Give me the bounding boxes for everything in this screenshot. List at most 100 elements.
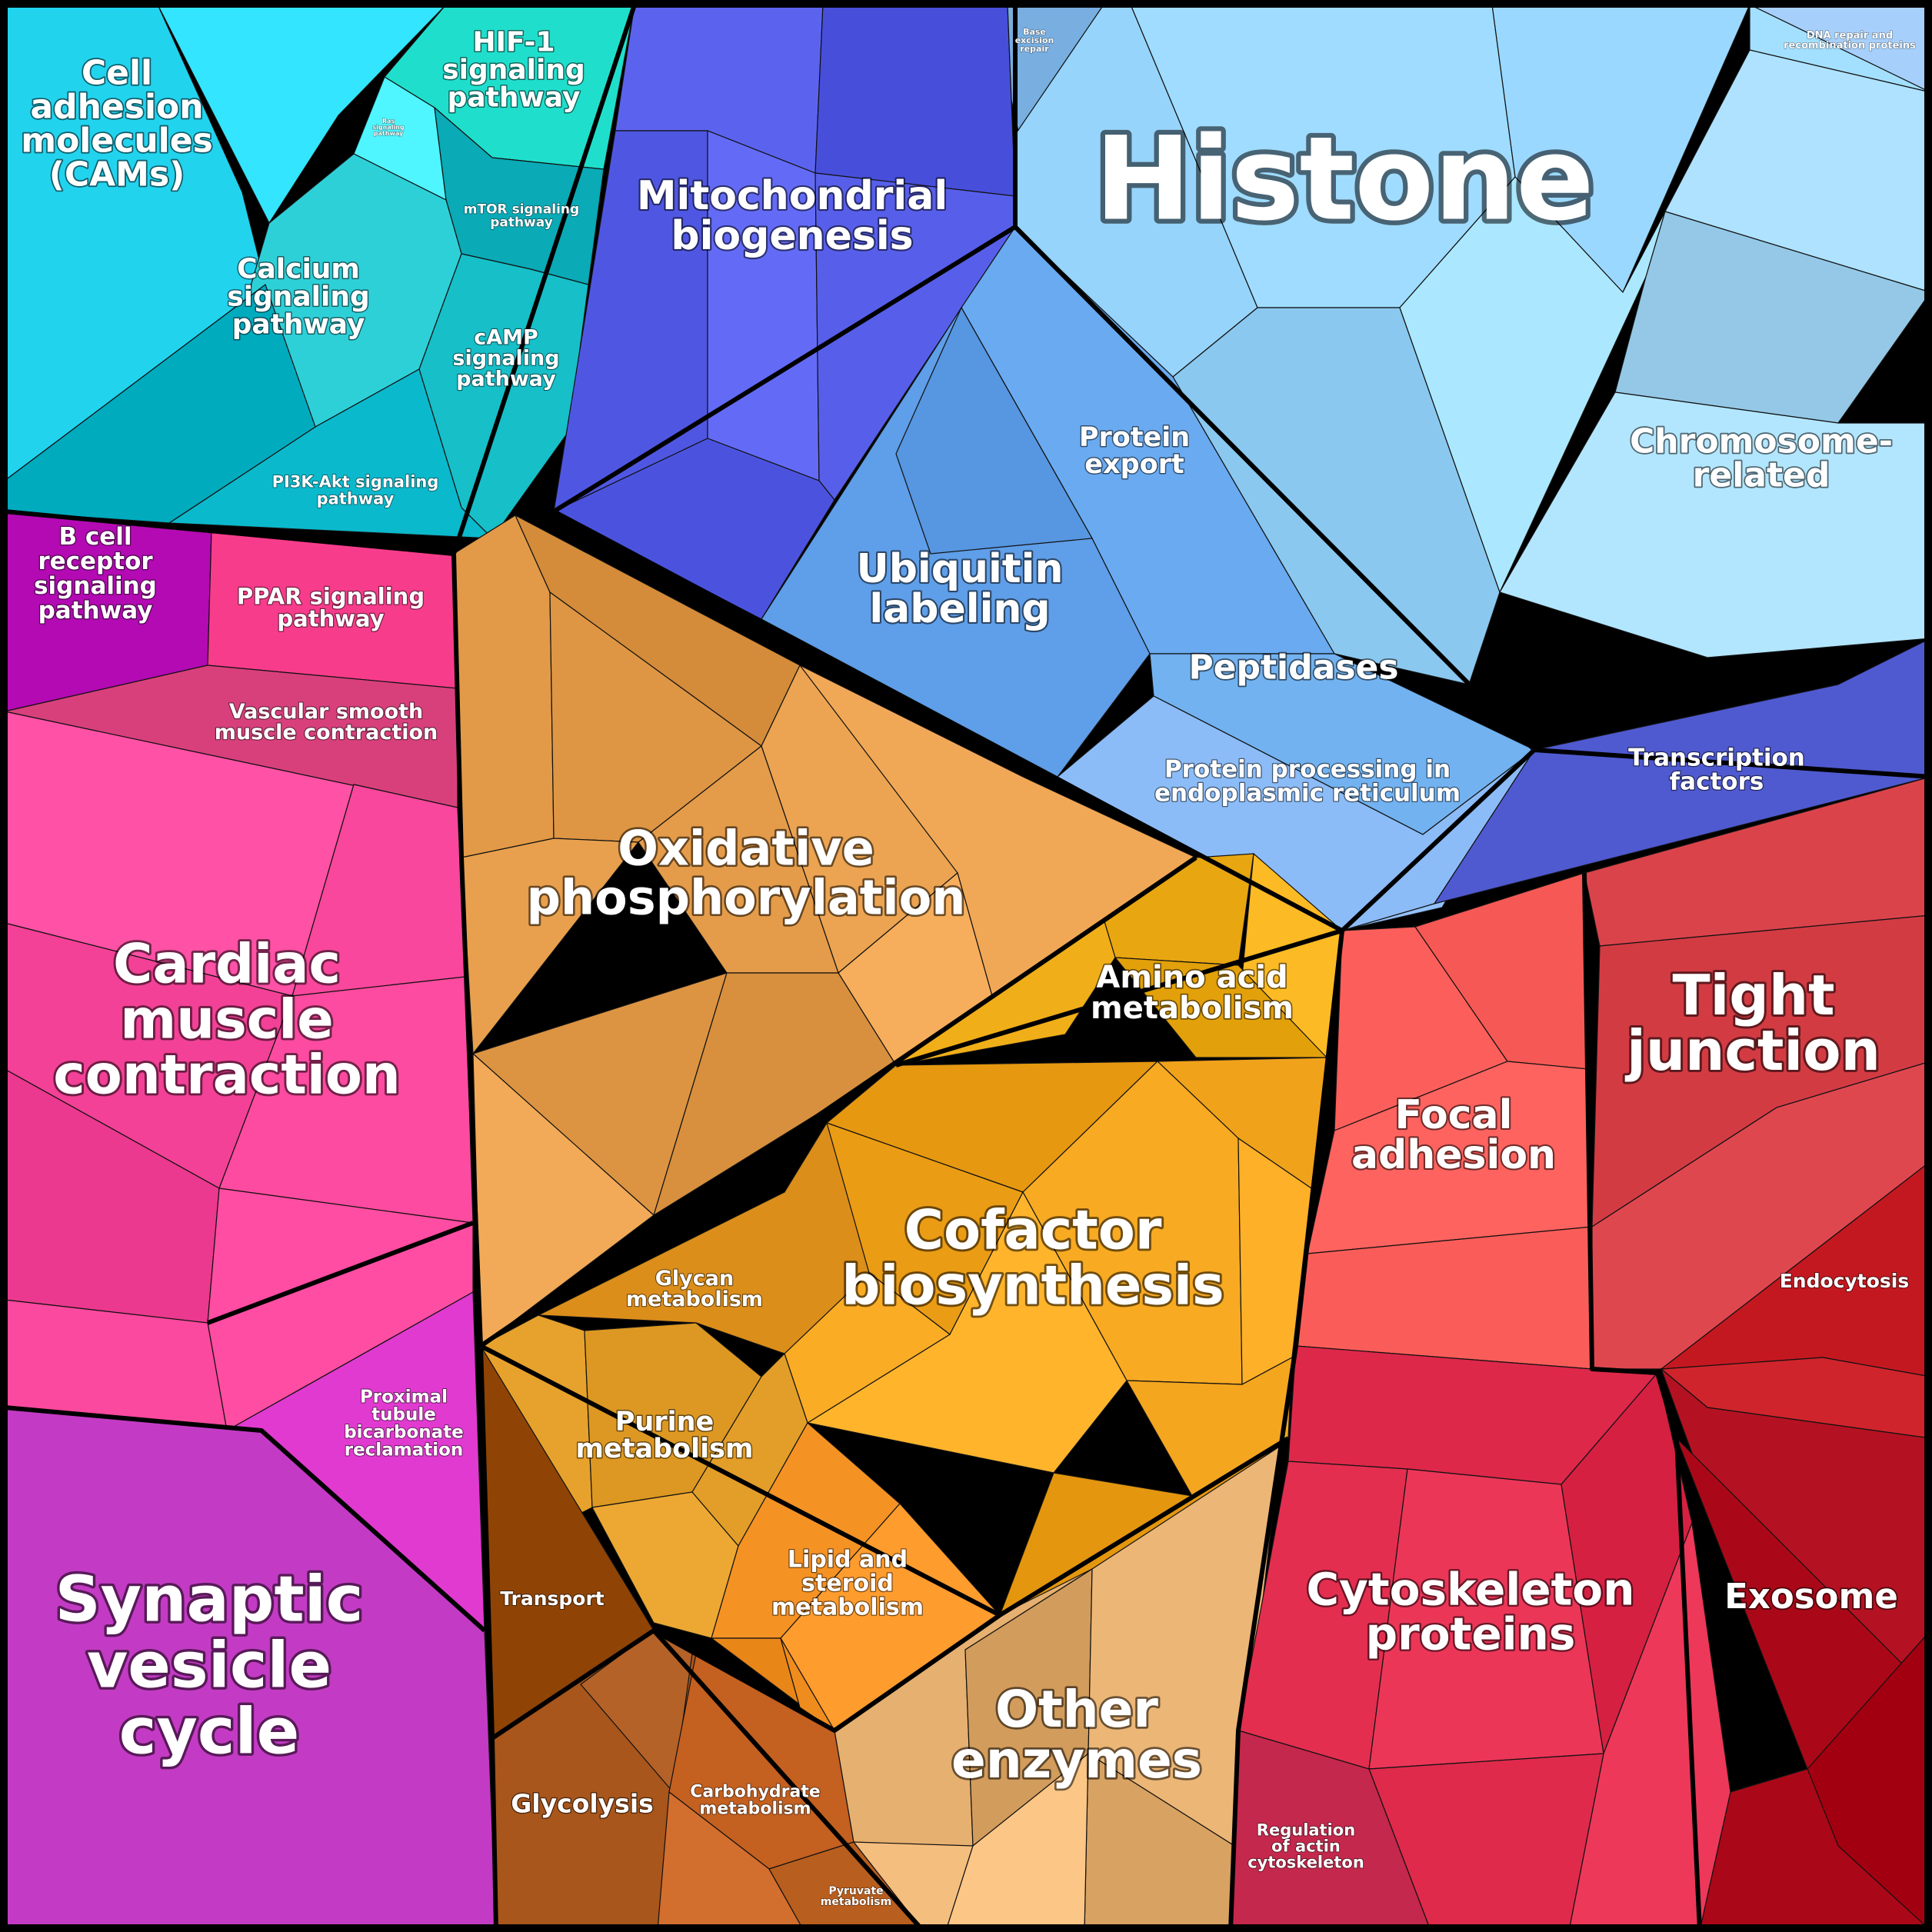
label-chromosome-line: related <box>1693 455 1830 495</box>
label-synaptic-line: Synaptic <box>55 1564 364 1637</box>
label-cams-line: adhesion <box>30 87 203 126</box>
label-glycolysis-line: Glycolysis <box>511 1789 654 1819</box>
label-actin: Regulation of actin cytoskeleton <box>1247 1820 1364 1871</box>
label-cofactor-line: biosynthesis <box>841 1254 1224 1317</box>
label-ber-line: Base <box>1023 27 1046 37</box>
label-dnarepair: DNA repair and recombination proteins <box>1784 30 1916 52</box>
label-bcell: B cell receptor signaling pathway <box>34 523 157 625</box>
label-cardiac: Cardiac muscle contraction <box>53 933 401 1107</box>
label-cams-line: molecules <box>21 121 213 160</box>
cell-ubiquitin <box>895 306 1093 555</box>
label-glycan: Glycan metabolism <box>626 1267 763 1311</box>
label-tf-line: Transcription <box>1628 744 1805 771</box>
label-carb-line: metabolism <box>699 1800 811 1819</box>
label-lipid-line: steroid <box>801 1571 894 1597</box>
label-bcell-line: B cell <box>58 523 132 551</box>
label-cardiac-line: contraction <box>53 1044 401 1107</box>
label-mito: Mitochondrial biogenesis <box>637 173 948 259</box>
group-boundary <box>206 1221 475 1325</box>
label-glycan-line: metabolism <box>626 1287 763 1311</box>
label-focal-line: adhesion <box>1351 1132 1556 1178</box>
label-calcium-line: signaling <box>227 281 370 313</box>
label-purine-line: Purine <box>615 1407 714 1437</box>
label-dnarepair-line: DNA repair and <box>1807 30 1893 42</box>
cell-purine <box>691 1352 808 1547</box>
label-proximal-line: bicarbonate <box>344 1423 464 1443</box>
label-actin-line: Regulation <box>1257 1820 1355 1839</box>
label-hif1-line: pathway <box>448 82 581 114</box>
label-bcell-line: signaling <box>34 572 157 600</box>
label-ber: Base excision repair <box>1015 27 1054 54</box>
label-mtor-line: pathway <box>490 215 553 230</box>
label-aminoacid: Amino acid metabolism <box>1091 960 1294 1026</box>
group-boundary <box>479 855 1198 1348</box>
label-ras-line: signaling <box>372 124 405 131</box>
label-oxphos-line: phosphorylation <box>527 870 966 926</box>
label-histone-line: Histone <box>1094 113 1594 247</box>
label-endocytosis: Endocytosis <box>1780 1270 1910 1292</box>
label-actin-line: cytoskeleton <box>1247 1853 1364 1871</box>
label-lipid: Lipid and steroid metabolism <box>771 1547 924 1621</box>
label-ppar-line: PPAR signaling <box>237 584 425 610</box>
label-vsmc: Vascular smooth muscle contraction <box>215 700 438 744</box>
label-pi3k-line: PI3K-Akt signaling <box>272 472 439 491</box>
label-camp-line: pathway <box>456 367 556 391</box>
label-mtor-line: mTOR signaling <box>464 202 579 217</box>
label-ras-line: pathway <box>374 130 404 137</box>
label-hif1-line: signaling <box>442 55 585 86</box>
label-chromosome: Chromosome-related <box>1630 421 1893 495</box>
label-endocytosis-line: Endocytosis <box>1780 1270 1910 1292</box>
label-oxphos: Oxidative phosphorylation <box>527 821 966 926</box>
label-camp: cAMP signaling pathway <box>452 325 559 391</box>
group-boundary <box>479 1344 1001 1617</box>
label-protexport-line: export <box>1084 449 1184 480</box>
label-purine: Purine metabolism <box>576 1407 754 1464</box>
label-tf-line: factors <box>1670 768 1764 795</box>
label-cofactor: Cofactor biosynthesis <box>841 1199 1224 1317</box>
group-boundary <box>1582 872 1702 1931</box>
label-other-line: enzymes <box>951 1730 1202 1790</box>
label-protexport: Protein export <box>1079 422 1190 480</box>
group-boundary <box>451 4 637 555</box>
label-chromosome-line: Chromosome- <box>1630 421 1893 461</box>
label-purine-line: metabolism <box>576 1434 754 1464</box>
label-ppar-line: pathway <box>277 606 384 632</box>
label-cardiac-line: Cardiac <box>113 933 341 996</box>
label-vsmc-line: muscle contraction <box>215 721 438 744</box>
label-transport-line: Transport <box>500 1587 605 1610</box>
label-ber-line: excision <box>1015 35 1054 45</box>
label-hif1: HIF-1 signaling pathway <box>442 27 585 114</box>
label-actin-line: of actin <box>1271 1837 1341 1855</box>
group-boundary <box>4 1405 487 1633</box>
label-tight-line: junction <box>1624 1018 1880 1083</box>
cell-chromosome <box>1614 211 1931 424</box>
label-cams-line: Cell <box>82 53 152 92</box>
label-protexport-line: Protein <box>1079 422 1190 453</box>
label-proximal-line: tubule <box>371 1405 436 1425</box>
label-carb-line: Carbohydrate <box>690 1783 821 1802</box>
label-tight-line: Tight <box>1672 963 1834 1028</box>
label-histone: Histone <box>1094 113 1594 247</box>
label-pyruvate: Pyruvate metabolism <box>821 1885 891 1908</box>
label-carb: Carbohydrate metabolism <box>690 1783 821 1819</box>
label-lipid-line: metabolism <box>771 1594 924 1621</box>
group-boundary <box>4 509 498 1931</box>
label-proximal: Proximal tubule bicarbonate reclamation <box>344 1387 464 1461</box>
label-peptidases: Peptidases <box>1188 648 1398 687</box>
label-hif1-line: HIF-1 <box>473 27 555 58</box>
label-pi3k: PI3K-Akt signaling pathway <box>272 472 439 508</box>
label-calcium-line: pathway <box>232 309 365 341</box>
group-boundary <box>1228 930 1344 1931</box>
label-proximal-line: Proximal <box>360 1387 448 1407</box>
label-glycan-line: Glycan <box>655 1267 734 1291</box>
label-vsmc-line: Vascular smooth <box>229 700 424 724</box>
label-ubiquitin: Ubiquitin labeling <box>856 546 1063 632</box>
label-focal-line: Focal <box>1395 1092 1513 1138</box>
label-dnarepair-line: recombination proteins <box>1784 40 1916 52</box>
label-other-line: Other <box>995 1680 1158 1739</box>
label-tight: Tight junction <box>1624 963 1880 1083</box>
label-synaptic-line: vesicle <box>87 1630 331 1703</box>
label-proximal-line: reclamation <box>345 1441 464 1461</box>
